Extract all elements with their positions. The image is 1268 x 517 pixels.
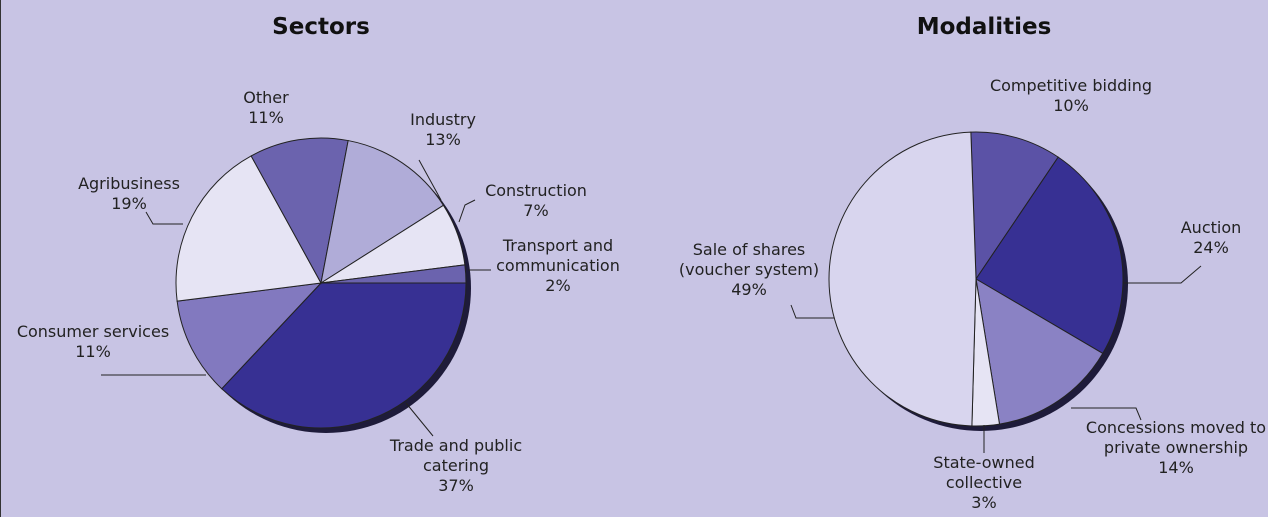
pie-slice bbox=[320, 264, 467, 284]
slice-name: Sale of shares (voucher system) bbox=[678, 240, 820, 279]
slice-label: Industry 13% bbox=[393, 110, 493, 150]
slice-name: Other bbox=[243, 88, 289, 107]
slice-label: Competitive bidding 10% bbox=[971, 76, 1171, 116]
slice-label: State-owned collective 3% bbox=[924, 453, 1044, 513]
slice-name: Agribusiness bbox=[78, 174, 180, 193]
pie-slice bbox=[175, 155, 322, 302]
leader-line bbox=[1123, 265, 1202, 284]
slice-percent: 14% bbox=[1158, 458, 1194, 477]
leader-line bbox=[1071, 407, 1142, 421]
slice-label: Construction 7% bbox=[471, 181, 601, 221]
slice-percent: 11% bbox=[248, 108, 284, 127]
chart-title: Sectors bbox=[272, 14, 370, 40]
pie-slice bbox=[970, 131, 1059, 281]
pie-slice bbox=[828, 131, 977, 427]
slice-name: State-owned collective bbox=[933, 453, 1035, 492]
slice-label: Trade and public catering 37% bbox=[371, 436, 541, 496]
pie-slice bbox=[221, 282, 467, 429]
pie-slice bbox=[176, 282, 323, 390]
leader-line bbox=[790, 304, 834, 319]
slice-label: Auction 24% bbox=[1166, 218, 1256, 258]
slice-percent: 10% bbox=[1053, 96, 1089, 115]
slice-label: Other 11% bbox=[226, 88, 306, 128]
slice-name: Consumer services bbox=[16, 322, 170, 341]
slice-name: Auction bbox=[1180, 218, 1242, 237]
slice-name: Concessions moved to private ownership bbox=[1085, 418, 1267, 457]
slice-percent: 7% bbox=[523, 201, 549, 220]
pie-slice bbox=[320, 139, 445, 285]
leader-line bbox=[458, 199, 476, 223]
slice-name: Construction bbox=[485, 181, 587, 200]
slice-label: Concessions moved to private ownership 14… bbox=[1076, 418, 1268, 478]
leader-line bbox=[145, 211, 183, 225]
slice-percent: 24% bbox=[1193, 238, 1229, 257]
slice-percent: 37% bbox=[438, 476, 474, 495]
slice-label: Transport and communication 2% bbox=[488, 236, 628, 296]
chart-title: Modalities bbox=[916, 14, 1052, 40]
leader-line bbox=[405, 402, 434, 437]
slice-percent: 49% bbox=[731, 280, 767, 299]
slice-percent: 19% bbox=[111, 194, 147, 213]
slice-percent: 2% bbox=[545, 276, 571, 295]
pie-slice bbox=[975, 156, 1124, 355]
pie-slice bbox=[250, 137, 349, 285]
slice-label: Consumer services 11% bbox=[1, 322, 193, 362]
slice-label: Sale of shares (voucher system) 49% bbox=[669, 240, 829, 300]
pie-slice bbox=[975, 278, 1104, 425]
slice-name: Competitive bidding bbox=[989, 76, 1153, 95]
leader-line bbox=[418, 159, 442, 201]
slice-label: Agribusiness 19% bbox=[59, 174, 199, 214]
slice-name: Trade and public catering bbox=[389, 436, 523, 475]
slice-name: Industry bbox=[410, 110, 476, 129]
slice-percent: 11% bbox=[75, 342, 111, 361]
slice-percent: 13% bbox=[425, 130, 461, 149]
slice-percent: 3% bbox=[971, 493, 997, 512]
slice-name: Transport and communication bbox=[496, 236, 620, 275]
